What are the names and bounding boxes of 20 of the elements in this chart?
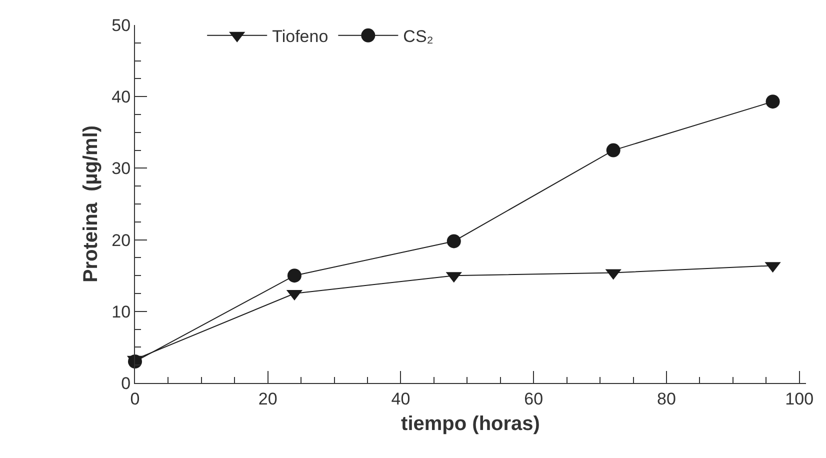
- x-tick-label: 80: [657, 389, 676, 408]
- y-tick-label: 30: [112, 159, 131, 178]
- point: [128, 354, 142, 369]
- x-tick-label: 100: [785, 389, 814, 408]
- y-tick-label: 20: [112, 230, 131, 250]
- y-axis-title: Proteina (µg/ml): [80, 125, 102, 283]
- y-tick-label: 0: [121, 374, 131, 393]
- x-tick-label: 40: [391, 389, 410, 408]
- point: [446, 234, 461, 248]
- legend-label: CS₂: [403, 27, 434, 46]
- x-tick-label: 60: [524, 389, 544, 408]
- point: [766, 94, 780, 109]
- x-axis-title: tiempo (horas): [401, 412, 540, 435]
- point: [287, 268, 302, 283]
- y-tick-label: 10: [112, 302, 131, 322]
- y-tick-label: 40: [112, 88, 131, 107]
- x-tick-label: 20: [258, 389, 278, 408]
- point: [606, 143, 620, 158]
- y-tick-label: 50: [112, 16, 131, 35]
- legend-label: Tiofeno: [272, 27, 328, 46]
